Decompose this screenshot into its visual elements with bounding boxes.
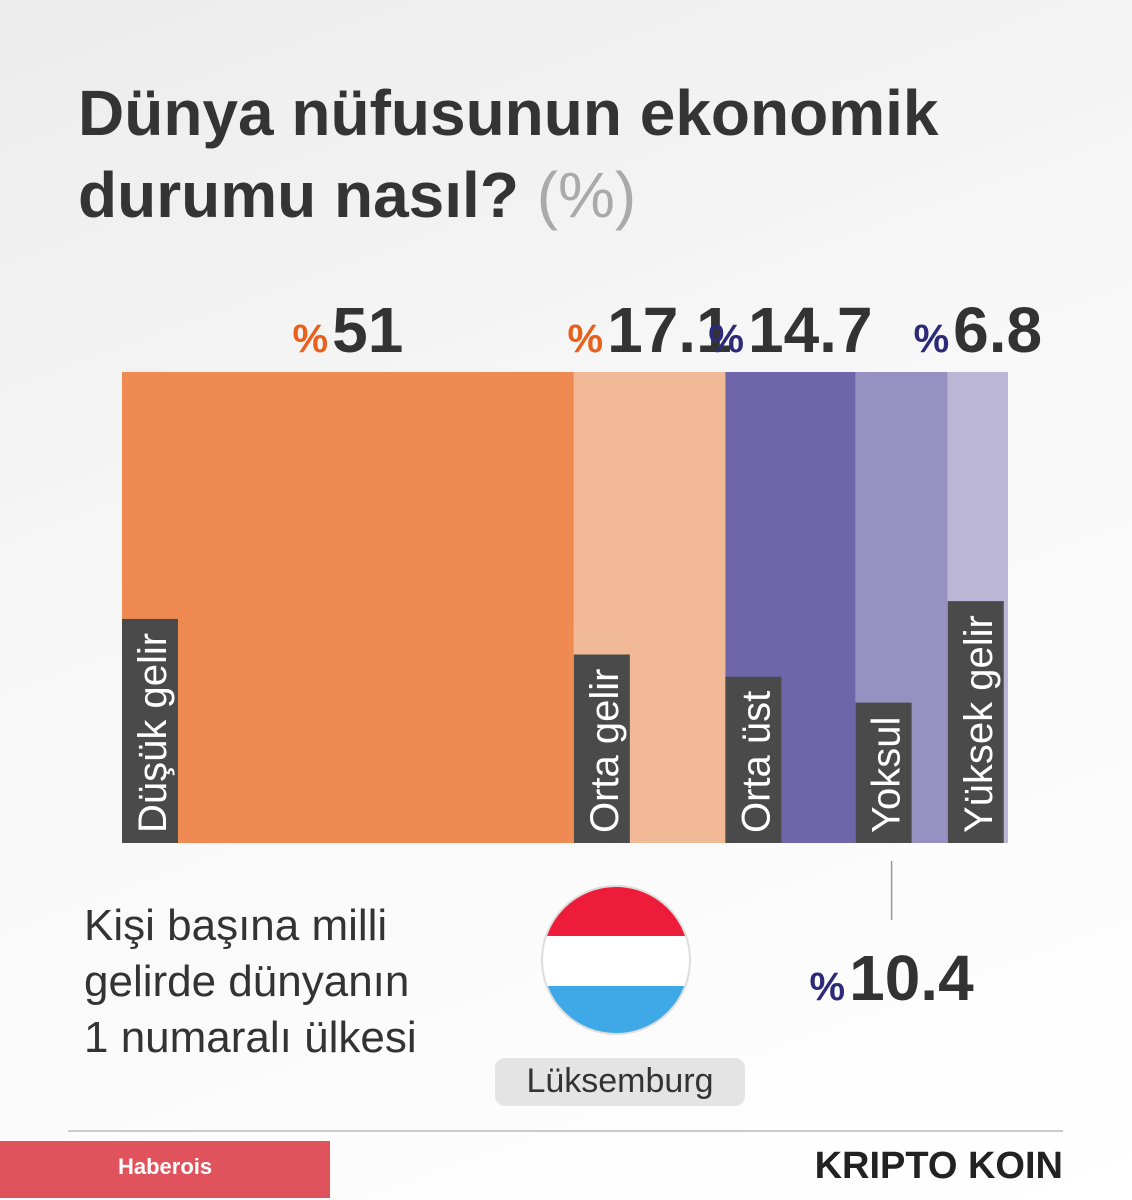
value-unit: % (914, 317, 950, 361)
category-box (947, 601, 1004, 843)
value-unit: % (708, 317, 744, 361)
value-label: %6.8 (914, 294, 1043, 366)
value-number: 10.4 (849, 942, 974, 1014)
value-unit: % (293, 317, 329, 361)
value-unit: % (810, 965, 846, 1009)
value-number: 14.7 (748, 294, 873, 366)
segment (122, 372, 574, 843)
category-label: Orta gelir (583, 669, 627, 834)
category-box (855, 702, 912, 843)
category-box (122, 618, 178, 843)
value-label: %10.4 (810, 942, 975, 1014)
note-line: Kişi başına milli (84, 901, 387, 950)
value-unit: % (568, 317, 604, 361)
flag (542, 886, 690, 1034)
note-line: gelirde dünyanın (84, 957, 409, 1006)
country-pill (495, 1058, 745, 1106)
flag-outline (541, 885, 691, 1035)
category-box (725, 676, 782, 843)
note: Kişi başına milli gelirde dünyanın 1 numar… (84, 901, 417, 1062)
source-badge (0, 1141, 330, 1198)
chart-title: Dünya nüfusunun ekonomik durumu nasıl? (78, 77, 939, 231)
note-line: 1 numaralı ülkesi (84, 1013, 417, 1062)
category-box (573, 654, 630, 843)
category-label: Yoksul (865, 717, 909, 833)
value-label: %17.1 (568, 294, 732, 366)
title-block: Dünya nüfusunun ekonomik durumu nasıl? (… (78, 72, 1078, 236)
value-number: 51 (332, 294, 403, 366)
title-unit: (%) (536, 159, 637, 231)
category-label: Orta üst (734, 691, 778, 833)
value-label: %51 (293, 294, 404, 366)
value-label: %14.7 (708, 294, 872, 366)
source-badge-text: Haberois (118, 1154, 212, 1179)
country-name: Lüksemburg (526, 1062, 713, 1100)
category-label: Düşük gelir (131, 633, 175, 833)
logo: KRIPTO KOIN (815, 1145, 1063, 1187)
value-number: 17.1 (607, 294, 732, 366)
category-label: Yüksek gelir (957, 615, 1001, 833)
value-number: 6.8 (953, 294, 1042, 366)
